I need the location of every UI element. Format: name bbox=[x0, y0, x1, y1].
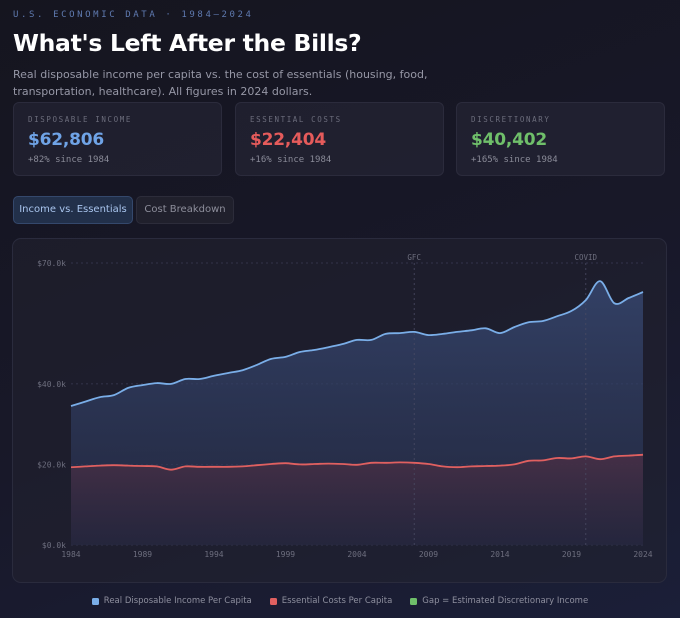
legend-swatch-income bbox=[91, 597, 99, 605]
x-tick-label: 2024 bbox=[633, 550, 652, 559]
legend-item-gap: Gap = Estimated Discretionary Income bbox=[410, 596, 588, 606]
x-tick-label: 2009 bbox=[419, 550, 438, 559]
x-tick-label: 1999 bbox=[276, 550, 295, 559]
legend-label-costs: Essential Costs Per Capita bbox=[281, 596, 393, 606]
legend-label-gap: Gap = Estimated Discretionary Income bbox=[422, 596, 589, 606]
legend-item-income: Real Disposable Income Per Capita bbox=[91, 596, 252, 606]
areas bbox=[71, 281, 643, 545]
costs-area bbox=[71, 454, 643, 545]
stat-change: +16% since 1984 bbox=[250, 155, 332, 165]
page-title: What's Left After the Bills? bbox=[13, 29, 362, 57]
stat-value: $62,806 bbox=[28, 130, 105, 150]
annotation-label: GFC bbox=[407, 253, 421, 262]
legend-swatch-gap bbox=[410, 597, 418, 605]
stat-card-discretionary: DISCRETIONARY $40,402 +165% since 1984 bbox=[456, 102, 665, 176]
stat-card-essential-costs: ESSENTIAL COSTS $22,404 +16% since 1984 bbox=[235, 102, 444, 176]
series-lines bbox=[70, 280, 644, 471]
legend-label-income: Real Disposable Income Per Capita bbox=[103, 596, 252, 606]
x-tick-label: 2004 bbox=[347, 550, 366, 559]
y-tick-label: $20.0k bbox=[37, 460, 66, 469]
x-tick-label: 1989 bbox=[133, 550, 152, 559]
page-subtitle: Real disposable income per capita vs. th… bbox=[13, 68, 428, 98]
stat-change: +165% since 1984 bbox=[471, 155, 558, 165]
stat-label: DISPOSABLE INCOME bbox=[28, 115, 132, 124]
annotations: GFC COVID bbox=[407, 253, 598, 545]
x-tick-label: 1994 bbox=[204, 550, 223, 559]
income-line bbox=[70, 280, 644, 407]
legend-item-costs: Essential Costs Per Capita bbox=[269, 596, 393, 606]
stat-label: DISCRETIONARY bbox=[471, 115, 551, 124]
stat-value: $40,402 bbox=[471, 130, 548, 150]
legend-swatch-costs bbox=[269, 597, 277, 605]
costs-line bbox=[70, 453, 644, 471]
eyebrow-label: U.S. ECONOMIC DATA · 1984–2024 bbox=[13, 10, 254, 20]
chart-legend: Real Disposable Income Per Capita Essent… bbox=[0, 596, 680, 606]
stat-value: $22,404 bbox=[250, 130, 327, 150]
y-tick-label: $70.0k bbox=[37, 259, 66, 268]
stat-change: +82% since 1984 bbox=[28, 155, 110, 165]
tab-income-vs-essentials[interactable]: Income vs. Essentials bbox=[13, 196, 133, 224]
x-tick-label: 2019 bbox=[562, 550, 581, 559]
annotation-label: COVID bbox=[575, 253, 598, 262]
stat-card-disposable-income: DISPOSABLE INCOME $62,806 +82% since 198… bbox=[13, 102, 222, 176]
y-tick-label: $40.0k bbox=[37, 380, 66, 389]
x-tick-label: 2014 bbox=[490, 550, 509, 559]
y-tick-label: $0.0k bbox=[42, 541, 66, 550]
y-axis-ticks: $0.0k $20.0k $40.0k $70.0k bbox=[37, 259, 66, 550]
x-tick-label: 1984 bbox=[61, 550, 80, 559]
stat-label: ESSENTIAL COSTS bbox=[250, 115, 342, 124]
tab-cost-breakdown[interactable]: Cost Breakdown bbox=[136, 196, 234, 224]
x-axis-ticks: 1984 1989 1994 1999 2004 2009 2014 2019 2024 bbox=[61, 550, 652, 559]
